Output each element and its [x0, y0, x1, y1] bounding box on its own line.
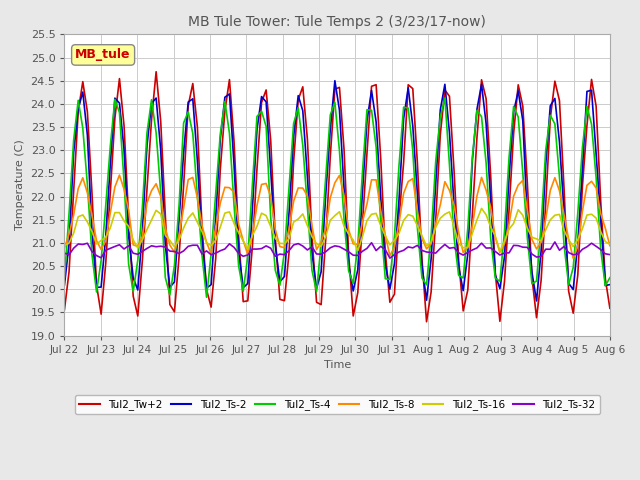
Legend: Tul2_Tw+2, Tul2_Ts-2, Tul2_Ts-4, Tul2_Ts-8, Tul2_Ts-16, Tul2_Ts-32: Tul2_Tw+2, Tul2_Ts-2, Tul2_Ts-4, Tul2_Ts… [75, 395, 600, 414]
Title: MB Tule Tower: Tule Temps 2 (3/23/17-now): MB Tule Tower: Tule Temps 2 (3/23/17-now… [188, 15, 486, 29]
Y-axis label: Temperature (C): Temperature (C) [15, 140, 25, 230]
X-axis label: Time: Time [324, 360, 351, 370]
Text: MB_tule: MB_tule [76, 48, 131, 61]
